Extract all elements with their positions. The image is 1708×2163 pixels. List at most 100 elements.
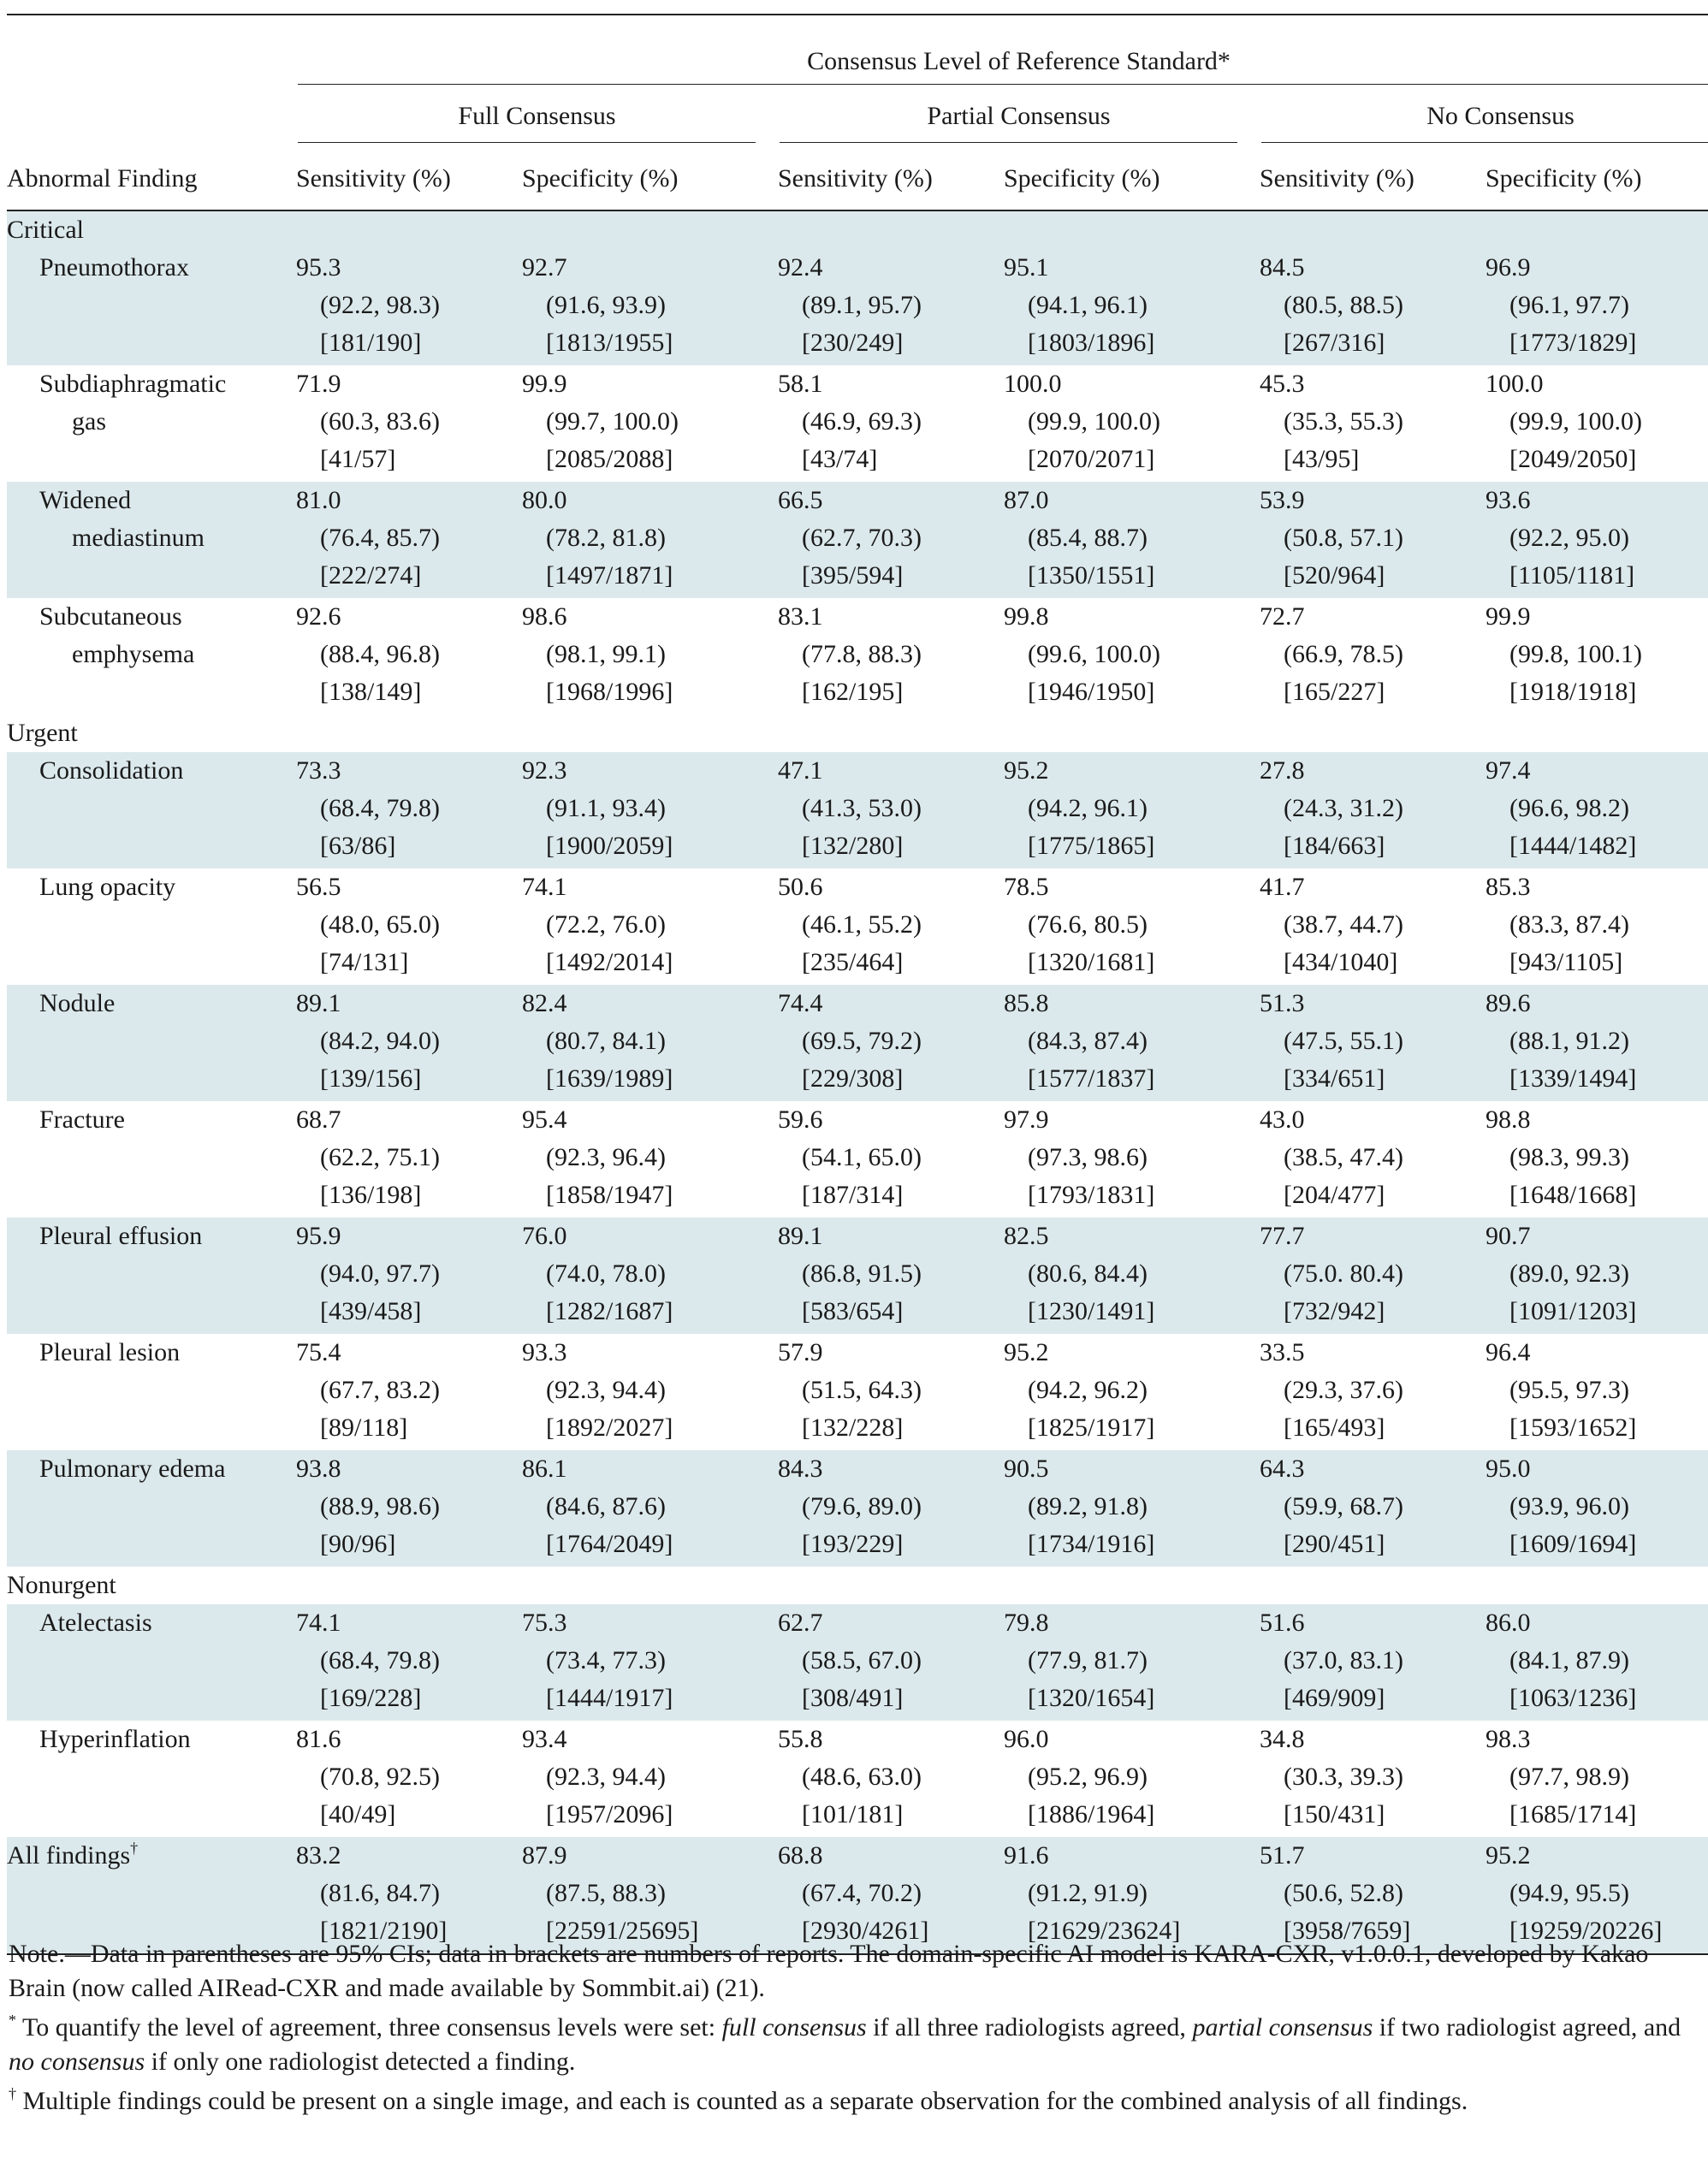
header-empty-cell xyxy=(7,85,296,148)
table-row: Atelectasis 74.1 (68.4, 79.8) [169/228] 75.3… xyxy=(7,1604,1708,1721)
confidence-interval: (91.2, 91.9) xyxy=(1028,1879,1148,1907)
finding-name: Nodule xyxy=(7,985,296,1101)
confidence-interval: (75.0. 80.4) xyxy=(1284,1259,1403,1288)
col-header-specificity: Specificity (%) xyxy=(1004,148,1260,211)
confidence-interval: (86.8, 91.5) xyxy=(802,1259,922,1288)
report-count: [1918/1918] xyxy=(1509,678,1637,706)
estimate-value: 87.9 xyxy=(522,1841,567,1870)
value-cell: 45.3 (35.3, 55.3) [43/95] xyxy=(1260,365,1486,482)
report-count: [1764/2049] xyxy=(546,1530,673,1558)
report-count: [43/95] xyxy=(1284,445,1360,473)
estimate-value: 98.8 xyxy=(1486,1105,1531,1134)
confidence-interval: (48.6, 63.0) xyxy=(802,1763,922,1791)
confidence-interval: (85.4, 88.7) xyxy=(1028,524,1148,552)
report-count: [1900/2059] xyxy=(546,832,673,860)
confidence-interval: (38.7, 44.7) xyxy=(1284,910,1403,939)
value-cell: 95.9 (94.0, 97.7) [439/458] xyxy=(296,1218,522,1334)
estimate-value: 95.2 xyxy=(1004,1338,1049,1366)
finding-name-line: Pneumothorax xyxy=(39,253,189,281)
group-no-consensus: No Consensus xyxy=(1260,85,1708,148)
estimate-value: 72.7 xyxy=(1260,602,1305,631)
value-cell: 96.4 (95.5, 97.3) [1593/1652] xyxy=(1486,1334,1708,1450)
confidence-interval: (54.1, 65.0) xyxy=(802,1143,922,1171)
estimate-value: 91.6 xyxy=(1004,1841,1049,1870)
report-count: [43/74] xyxy=(802,445,878,473)
value-cell: 66.5 (62.7, 70.3) [395/594] xyxy=(778,482,1004,598)
report-count: [1282/1687] xyxy=(546,1297,673,1325)
report-count: [1497/1871] xyxy=(546,561,673,590)
note-dagger-text: Multiple findings could be present on a … xyxy=(16,2087,1468,2115)
estimate-value: 51.3 xyxy=(1260,989,1305,1017)
finding-name-line: Widened xyxy=(39,486,132,514)
report-count: [1821/2190] xyxy=(320,1917,448,1945)
estimate-value: 74.4 xyxy=(778,989,823,1017)
finding-name: Pleural lesion xyxy=(7,1334,296,1450)
header-row-columns: Abnormal Finding Sensitivity (%) Specifi… xyxy=(7,148,1708,211)
value-cell: 59.6 (54.1, 65.0) [187/314] xyxy=(778,1101,1004,1218)
value-cell: 51.7 (50.6, 52.8) [3958/7659] xyxy=(1260,1837,1486,1955)
consensus-rule-cell xyxy=(296,84,1708,85)
report-count: [1858/1947] xyxy=(546,1181,673,1209)
confidence-interval: (74.0, 78.0) xyxy=(546,1259,666,1288)
consensus-rule xyxy=(298,84,1708,85)
report-count: [1339/1494] xyxy=(1509,1064,1637,1093)
estimate-value: 82.4 xyxy=(522,989,567,1017)
finding-name-line: Pleural effusion xyxy=(39,1222,203,1250)
estimate-value: 89.6 xyxy=(1486,989,1531,1017)
value-cell: 95.2 (94.9, 95.5) [19259/20226] xyxy=(1486,1837,1708,1955)
value-cell: 53.9 (50.8, 57.1) [520/964] xyxy=(1260,482,1486,598)
category-row: Urgent xyxy=(7,714,1708,752)
value-cell: 95.0 (93.9, 96.0) [1609/1694] xyxy=(1486,1450,1708,1567)
value-cell: 62.7 (58.5, 67.0) [308/491] xyxy=(778,1604,1004,1721)
confidence-interval: (76.6, 80.5) xyxy=(1028,910,1148,939)
value-cell: 99.9 (99.7, 100.0) [2085/2088] xyxy=(522,365,778,482)
confidence-interval: (99.7, 100.0) xyxy=(546,407,679,436)
value-cell: 56.5 (48.0, 65.0) [74/131] xyxy=(296,868,522,985)
value-cell: 97.4 (96.6, 98.2) [1444/1482] xyxy=(1486,752,1708,868)
report-count: [90/96] xyxy=(320,1530,396,1558)
report-count: [1813/1955] xyxy=(546,329,673,357)
confidence-interval: (92.2, 95.0) xyxy=(1509,524,1629,552)
estimate-value: 97.4 xyxy=(1486,756,1531,785)
value-cell: 87.0 (85.4, 88.7) [1350/1551] xyxy=(1004,482,1260,598)
col-header-sensitivity: Sensitivity (%) xyxy=(1260,148,1486,211)
estimate-value: 96.0 xyxy=(1004,1725,1049,1753)
estimate-value: 99.8 xyxy=(1004,602,1049,631)
finding-name: Subcutaneous emphysema xyxy=(7,598,296,714)
finding-name: Hyperinflation xyxy=(7,1721,296,1837)
note-multiple-findings: † Multiple findings could be present on … xyxy=(9,2084,1694,2119)
value-cell: 34.8 (30.3, 39.3) [150/431] xyxy=(1260,1721,1486,1837)
all-findings-label-cell: All findings† xyxy=(7,1837,296,1955)
value-cell: 55.8 (48.6, 63.0) [101/181] xyxy=(778,1721,1004,1837)
value-cell: 84.5 (80.5, 88.5) [267/316] xyxy=(1260,249,1486,365)
report-count: [22591/25695] xyxy=(546,1917,699,1945)
value-cell: 95.2 (94.2, 96.2) [1825/1917] xyxy=(1004,1334,1260,1450)
report-count: [1320/1654] xyxy=(1028,1684,1155,1712)
report-count: [434/1040] xyxy=(1284,948,1398,976)
report-count: [1793/1831] xyxy=(1028,1181,1155,1209)
finding-name-line: Subdiaphragmatic xyxy=(39,370,227,398)
confidence-interval: (48.0, 65.0) xyxy=(320,910,440,939)
report-count: [230/249] xyxy=(802,329,904,357)
report-count: [1773/1829] xyxy=(1509,329,1637,357)
confidence-interval: (62.7, 70.3) xyxy=(802,524,922,552)
estimate-value: 81.6 xyxy=(296,1725,341,1753)
confidence-interval: (96.1, 97.7) xyxy=(1509,291,1629,319)
confidence-interval: (46.1, 55.2) xyxy=(802,910,922,939)
value-cell: 50.6 (46.1, 55.2) [235/464] xyxy=(778,868,1004,985)
estimate-value: 74.1 xyxy=(296,1609,341,1637)
report-count: [1892/2027] xyxy=(546,1413,673,1442)
value-cell: 89.1 (84.2, 94.0) [139/156] xyxy=(296,985,522,1101)
header-row-consensus: Consensus Level of Reference Standard* xyxy=(7,14,1708,84)
confidence-interval: (98.1, 99.1) xyxy=(546,640,666,668)
report-count: [1946/1950] xyxy=(1028,678,1155,706)
value-cell: 75.3 (73.4, 77.3) [1444/1917] xyxy=(522,1604,778,1721)
estimate-value: 92.3 xyxy=(522,756,567,785)
finding-name: Fracture xyxy=(7,1101,296,1218)
confidence-interval: (24.3, 31.2) xyxy=(1284,794,1403,822)
estimate-value: 84.5 xyxy=(1260,253,1305,281)
table-row: Fracture 68.7 (62.2, 75.1) [136/198] 95.4 (92… xyxy=(7,1101,1708,1218)
finding-name: Widened mediastinum xyxy=(7,482,296,598)
estimate-value: 98.6 xyxy=(522,602,567,631)
estimate-value: 74.1 xyxy=(522,873,567,901)
